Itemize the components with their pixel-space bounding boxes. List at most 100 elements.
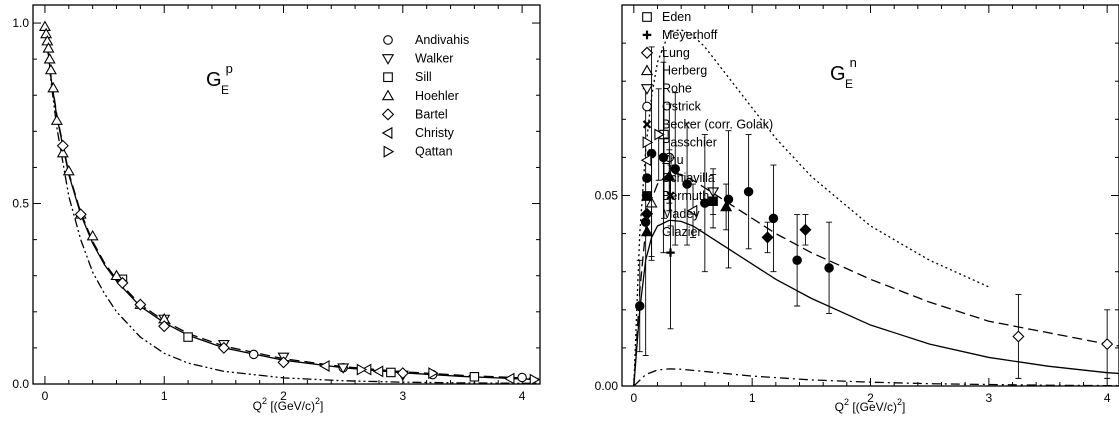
legend-marker bbox=[642, 191, 652, 201]
data-point bbox=[428, 367, 439, 380]
curve-dotted bbox=[633, 29, 990, 386]
legend-marker bbox=[640, 225, 654, 237]
x-tick-label: 1 bbox=[749, 391, 756, 405]
data-point bbox=[356, 363, 368, 376]
data-point bbox=[38, 20, 51, 31]
data-point bbox=[743, 186, 754, 197]
data-point bbox=[504, 372, 515, 384]
y-tick-label: 1.0 bbox=[12, 16, 29, 30]
data-point bbox=[43, 52, 56, 64]
data-point bbox=[469, 372, 480, 382]
x-tick-label: 0 bbox=[42, 389, 49, 403]
legend-marker bbox=[642, 30, 652, 40]
plot-area bbox=[38, 20, 540, 384]
data-point bbox=[56, 139, 69, 152]
legend-marker bbox=[642, 136, 654, 149]
data-point bbox=[670, 164, 680, 174]
x-tick-label: 3 bbox=[399, 389, 406, 403]
data-point bbox=[110, 269, 123, 281]
legend-label: Qattan bbox=[415, 145, 453, 159]
legend-label: Passchier bbox=[662, 135, 717, 149]
data-point bbox=[824, 263, 834, 273]
y-tick-label: 0.05 bbox=[595, 189, 619, 203]
legend-marker bbox=[640, 46, 654, 59]
curve-solid bbox=[633, 219, 1119, 386]
legend-marker bbox=[640, 64, 654, 76]
x-tick-label: 2 bbox=[867, 391, 874, 405]
legend-label: Zhu bbox=[662, 153, 684, 167]
y-tick-label: 0.00 bbox=[595, 379, 619, 393]
data-point bbox=[42, 42, 55, 53]
data-point bbox=[686, 204, 698, 217]
legend-marker bbox=[381, 126, 393, 140]
legend-label: Rohe bbox=[662, 82, 692, 96]
x-tick-label: 4 bbox=[1104, 391, 1111, 405]
data-point bbox=[50, 114, 63, 125]
x-tick-label: 1 bbox=[161, 389, 168, 403]
legend-label: Bartel bbox=[415, 107, 448, 121]
data-point bbox=[663, 170, 676, 181]
data-point bbox=[792, 255, 802, 266]
data-point bbox=[134, 298, 147, 311]
legend-label: Meyerhoff bbox=[662, 28, 718, 42]
x-tick-label: 0 bbox=[630, 391, 637, 405]
data-point bbox=[74, 208, 87, 221]
data-point bbox=[62, 164, 75, 176]
data-point bbox=[86, 229, 99, 241]
x-tick-label: 3 bbox=[985, 391, 992, 405]
legend-marker bbox=[383, 72, 393, 83]
data-point bbox=[720, 200, 733, 212]
data-point bbox=[116, 276, 129, 289]
legend-label: Hoehler bbox=[415, 89, 459, 103]
y-tick-label: 0.5 bbox=[12, 197, 29, 211]
legend-label: Glazier bbox=[662, 225, 702, 239]
data-point bbox=[634, 301, 645, 311]
data-point bbox=[529, 373, 540, 384]
curve-solid bbox=[44, 22, 540, 381]
data-point bbox=[217, 341, 230, 354]
legend-label: Schiavilla bbox=[662, 171, 715, 185]
legend-marker bbox=[642, 120, 652, 129]
panel-label: Gn bbox=[830, 55, 857, 85]
data-point bbox=[372, 365, 384, 378]
data-point bbox=[799, 223, 812, 236]
panel-label: Gp bbox=[206, 61, 233, 91]
x-tick-label: 2 bbox=[280, 389, 287, 403]
data-point bbox=[640, 217, 651, 227]
legend-label: Andivahis bbox=[415, 33, 469, 47]
legend-label: Walker bbox=[415, 52, 453, 66]
plot-frame bbox=[32, 4, 541, 385]
legend-label: Madey bbox=[662, 207, 700, 221]
data-point bbox=[277, 356, 290, 369]
data-point bbox=[396, 367, 409, 380]
legend-marker bbox=[383, 145, 395, 158]
x-tick-label: 4 bbox=[519, 389, 526, 403]
data-point bbox=[654, 128, 665, 141]
data-point bbox=[658, 152, 669, 163]
panel-1: 0 1 2 3 4 0.0 0.5 1.0 Q2 [(GeV/c)2] GpE Andivahis W… bbox=[12, 4, 541, 413]
curve-dash-dot-dot bbox=[44, 22, 540, 384]
data-point bbox=[319, 359, 330, 372]
data-point bbox=[517, 372, 527, 383]
data-point bbox=[1012, 330, 1025, 343]
data-point bbox=[47, 81, 60, 93]
legend-label: Sill bbox=[415, 70, 432, 84]
data-point bbox=[158, 320, 171, 333]
data-point bbox=[666, 191, 675, 200]
legend-marker bbox=[383, 35, 393, 45]
curve-dashed bbox=[44, 22, 540, 380]
legend-label: Bermuth bbox=[662, 189, 709, 203]
legend-label: Christy bbox=[415, 126, 455, 140]
curve-dash-dot bbox=[633, 368, 1119, 386]
data-point bbox=[768, 213, 779, 224]
legend-marker bbox=[640, 207, 654, 221]
legend-label: Eden bbox=[662, 10, 691, 24]
y-tick-label: 0.0 bbox=[12, 377, 29, 391]
legend-marker bbox=[381, 108, 395, 121]
panel-label-subscript: E bbox=[845, 77, 853, 91]
data-point bbox=[44, 63, 57, 75]
data-point bbox=[682, 179, 692, 189]
data-point bbox=[183, 332, 193, 342]
